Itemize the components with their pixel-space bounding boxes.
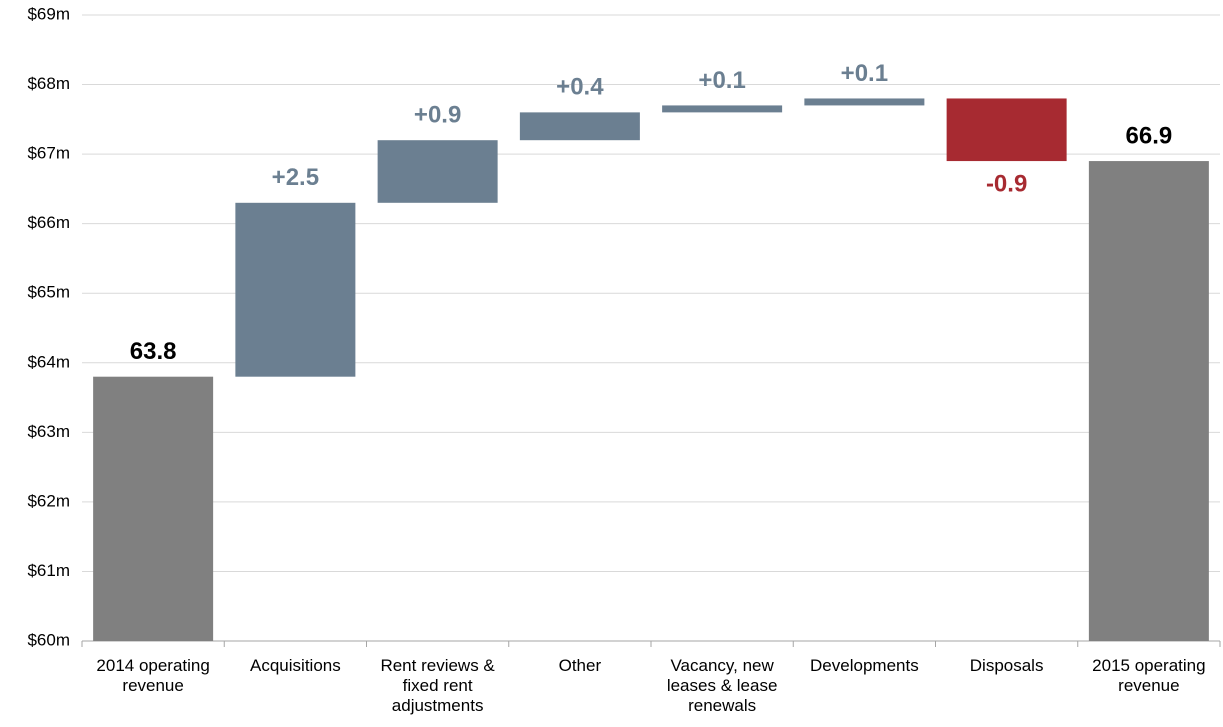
x-tick-label: Other: [558, 656, 602, 675]
y-tick-label: $69m: [27, 4, 70, 23]
x-tick-label: Disposals: [969, 656, 1044, 675]
y-tick-label: $61m: [27, 561, 70, 580]
bar: [662, 105, 783, 113]
x-tick-label: Acquisitions: [250, 656, 341, 675]
x-tick-label: Developments: [810, 656, 919, 675]
value-label: +2.5: [272, 164, 319, 191]
value-label: +0.4: [556, 74, 604, 101]
value-label: +0.1: [841, 60, 888, 87]
y-tick-label: $63m: [27, 422, 70, 441]
bar: [377, 140, 498, 203]
y-tick-label: $64m: [27, 352, 70, 371]
y-tick-label: $62m: [27, 491, 70, 510]
value-label: 63.8: [130, 338, 177, 365]
x-tick-label: Vacancy, new leases & lease renewals: [666, 656, 778, 715]
bar: [519, 112, 640, 141]
x-tick-label: Rent reviews & fixed rent adjustments: [380, 656, 495, 715]
value-label: -0.9: [986, 170, 1027, 197]
x-tick-label: 2014 operating revenue: [96, 656, 210, 695]
bar: [804, 98, 925, 106]
value-label: +0.9: [414, 102, 461, 129]
y-tick-label: $65m: [27, 283, 70, 302]
y-tick-label: $68m: [27, 74, 70, 93]
y-tick-label: $67m: [27, 144, 70, 163]
bar: [235, 202, 356, 377]
bar: [1088, 161, 1209, 642]
value-label: 66.9: [1126, 122, 1173, 149]
y-tick-label: $60m: [27, 630, 70, 649]
y-tick-label: $66m: [27, 213, 70, 232]
x-tick-label: 2015 operating revenue: [1092, 656, 1206, 695]
bar: [946, 98, 1067, 162]
value-label: +0.1: [698, 67, 745, 94]
bar: [93, 376, 214, 641]
